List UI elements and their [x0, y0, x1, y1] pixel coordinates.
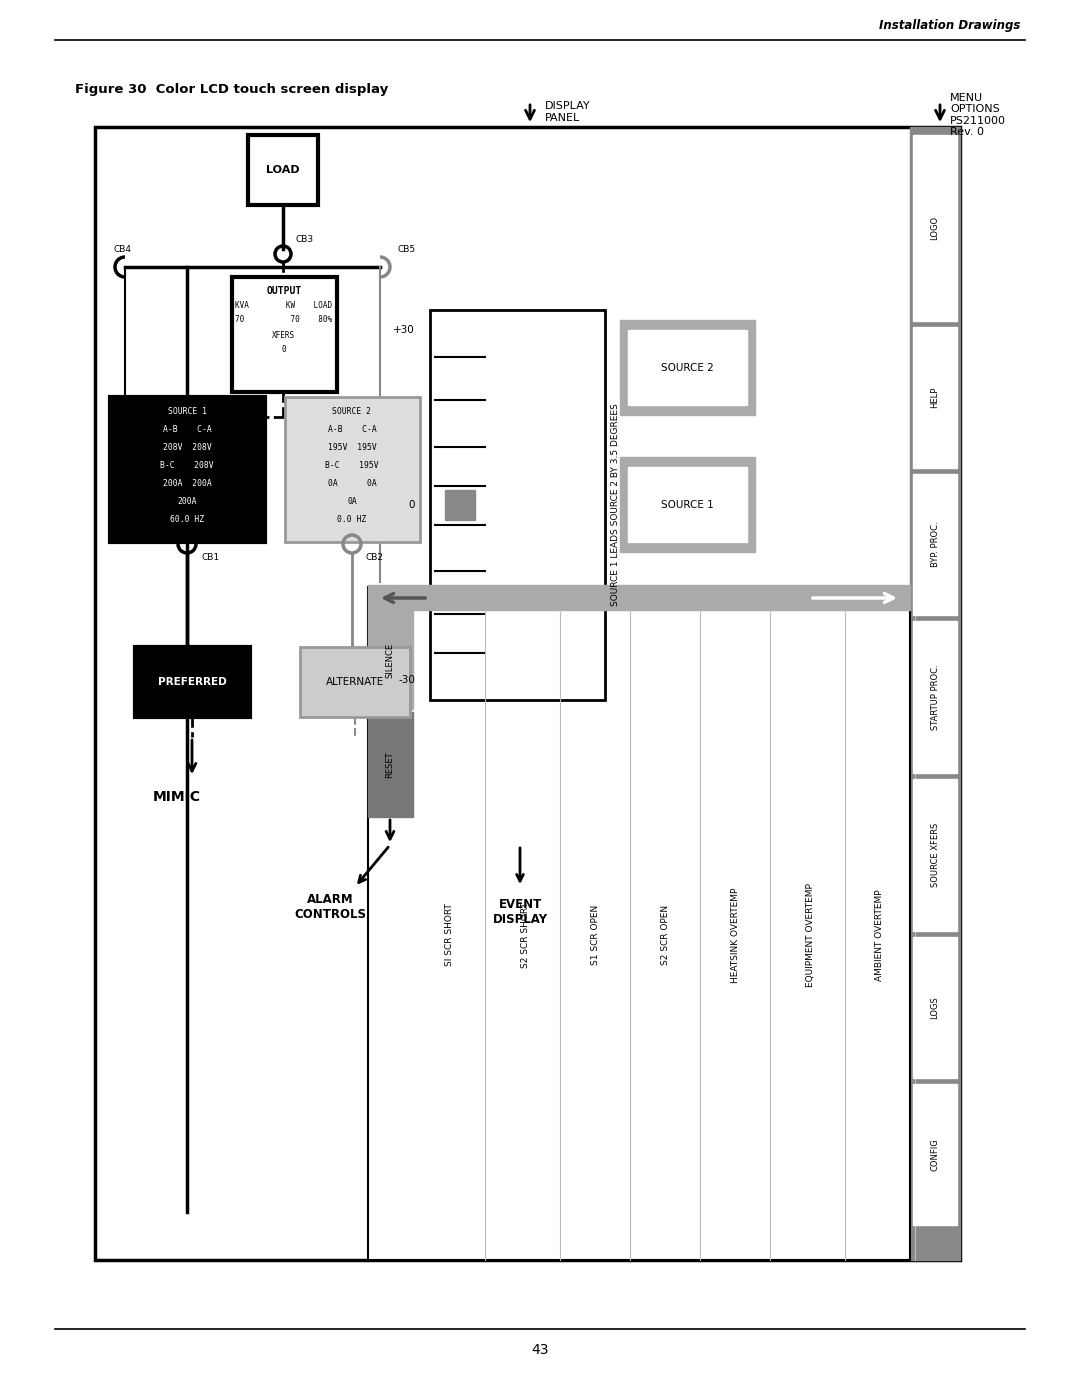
Text: KVA        KW    LOAD: KVA KW LOAD	[235, 300, 333, 310]
Text: 0: 0	[408, 500, 415, 510]
Text: A-B    C-A: A-B C-A	[327, 425, 376, 433]
Text: S2 SCR SHORT: S2 SCR SHORT	[521, 902, 529, 968]
Text: MENU
OPTIONS
PS211000
Rev. 0: MENU OPTIONS PS211000 Rev. 0	[950, 92, 1005, 137]
Text: CB4: CB4	[114, 244, 132, 253]
Text: AMBIENT OVERTEMP: AMBIENT OVERTEMP	[876, 888, 885, 981]
Text: EQUIPMENT OVERTEMP: EQUIPMENT OVERTEMP	[806, 883, 814, 986]
Text: 0A      0A: 0A 0A	[327, 479, 376, 488]
Bar	[368, 587, 910, 1260]
Text: SILENCE: SILENCE	[386, 643, 394, 678]
Text: ALARM
CONTROLS: ALARM CONTROLS	[294, 893, 366, 921]
Bar	[910, 127, 960, 1260]
Text: RESET: RESET	[386, 752, 394, 778]
Text: 60.0 HZ: 60.0 HZ	[170, 514, 204, 524]
Text: HEATSINK OVERTEMP: HEATSINK OVERTEMP	[730, 887, 740, 982]
Text: S2 SCR OPEN: S2 SCR OPEN	[661, 905, 670, 965]
Bar	[232, 277, 337, 393]
Bar	[913, 622, 957, 773]
Text: 195V  195V: 195V 195V	[327, 443, 376, 451]
Text: +30: +30	[393, 326, 415, 335]
Bar	[95, 127, 960, 1260]
Text: B-C    208V: B-C 208V	[160, 461, 214, 469]
Text: HELP: HELP	[931, 387, 940, 408]
Text: CONFIG: CONFIG	[931, 1139, 940, 1171]
Bar	[368, 585, 910, 610]
Text: LOAD: LOAD	[266, 165, 300, 175]
Bar	[627, 330, 747, 405]
Bar	[913, 780, 957, 930]
Bar	[368, 610, 413, 710]
Text: -30: -30	[399, 675, 415, 685]
Bar	[620, 457, 755, 552]
Bar	[368, 712, 413, 817]
Text: CB5: CB5	[399, 244, 416, 253]
Text: 208V  208V: 208V 208V	[163, 443, 212, 451]
Text: 0.0 HZ: 0.0 HZ	[337, 514, 366, 524]
Bar	[620, 320, 755, 415]
Text: ALTERNATE: ALTERNATE	[326, 678, 384, 687]
Text: 0A: 0A	[347, 496, 356, 506]
Text: CB3: CB3	[295, 236, 313, 244]
Text: CB2: CB2	[366, 553, 384, 563]
Text: SI SCR SHORT: SI SCR SHORT	[446, 904, 455, 967]
Bar	[445, 490, 475, 520]
Bar	[913, 1084, 957, 1225]
Text: 43: 43	[531, 1343, 549, 1356]
Text: 0: 0	[282, 345, 286, 355]
Text: B-C    195V: B-C 195V	[325, 461, 379, 469]
Text: Figure 30  Color LCD touch screen display: Figure 30 Color LCD touch screen display	[75, 82, 388, 95]
Text: SOURCE XFERS: SOURCE XFERS	[931, 823, 940, 887]
Text: SOURCE 2: SOURCE 2	[333, 407, 372, 415]
Text: SOURCE 1: SOURCE 1	[661, 500, 714, 510]
Text: DISPLAY
PANEL: DISPLAY PANEL	[545, 101, 591, 123]
Text: SOURCE 2: SOURCE 2	[661, 363, 714, 373]
Text: Installation Drawings: Installation Drawings	[879, 20, 1020, 32]
Text: MIMIC: MIMIC	[153, 789, 201, 805]
Text: OUTPUT: OUTPUT	[267, 286, 301, 296]
Bar	[430, 310, 605, 700]
Text: 200A  200A: 200A 200A	[163, 479, 212, 488]
Text: XFERS: XFERS	[272, 331, 296, 339]
Bar	[300, 647, 410, 717]
Bar	[285, 397, 420, 542]
Text: 70          70    80%: 70 70 80%	[235, 314, 333, 324]
Bar	[913, 474, 957, 615]
Text: EVENT
DISPLAY: EVENT DISPLAY	[492, 898, 548, 926]
Text: A-B    C-A: A-B C-A	[163, 425, 212, 433]
Text: SOURCE 1: SOURCE 1	[167, 407, 206, 415]
Text: SOURCE 1 LEADS SOURCE 2 BY 3.5 DEGREES: SOURCE 1 LEADS SOURCE 2 BY 3.5 DEGREES	[610, 404, 620, 606]
Text: BYP. PROC.: BYP. PROC.	[931, 521, 940, 567]
Bar	[135, 647, 249, 717]
Text: S1 SCR OPEN: S1 SCR OPEN	[591, 905, 599, 965]
Text: PREFERRED: PREFERRED	[158, 678, 227, 687]
Bar	[627, 467, 747, 542]
Text: STARTUP PROC.: STARTUP PROC.	[931, 664, 940, 729]
Text: 200A: 200A	[177, 496, 197, 506]
Text: CB1: CB1	[201, 553, 219, 563]
Bar	[913, 937, 957, 1078]
Bar	[110, 397, 265, 542]
Bar	[913, 327, 957, 468]
Text: LOGS: LOGS	[931, 996, 940, 1018]
Bar	[248, 136, 318, 205]
Bar	[913, 136, 957, 321]
Text: LOGO: LOGO	[931, 217, 940, 240]
